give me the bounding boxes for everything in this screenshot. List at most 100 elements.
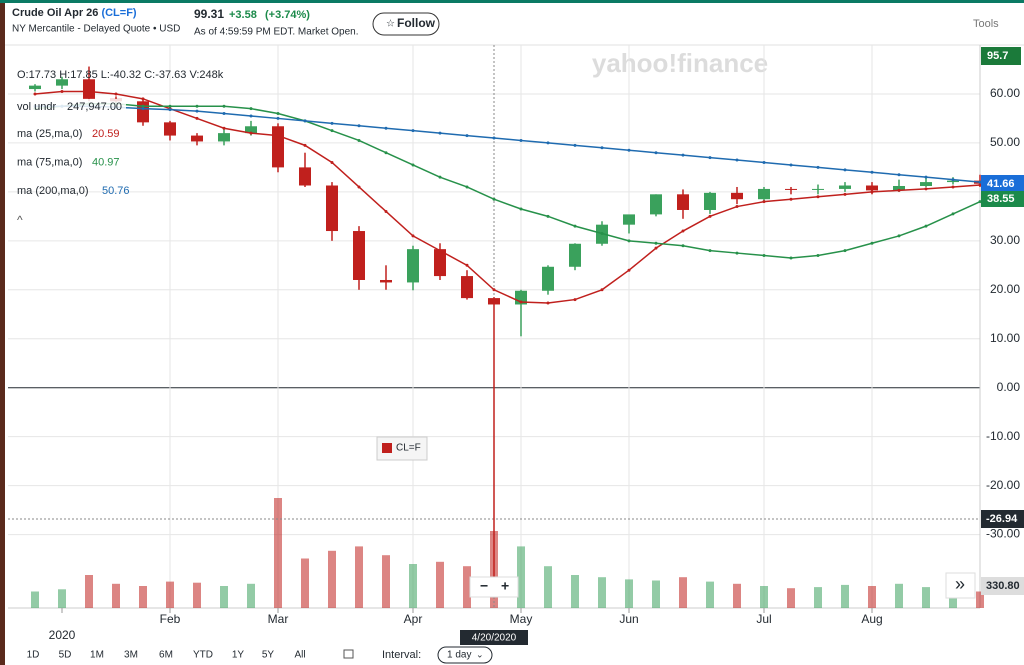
ma-point [978, 183, 982, 187]
range-button[interactable]: YTD [193, 650, 213, 661]
ma-point [357, 124, 361, 128]
range-button[interactable]: 1M [90, 650, 104, 661]
range-button[interactable]: All [294, 650, 305, 661]
range-button[interactable]: 1Y [232, 650, 245, 661]
ma-point [978, 200, 982, 204]
candle-body [29, 85, 41, 90]
volume-bar [112, 583, 120, 608]
legend-value: 40.97 [92, 156, 120, 168]
range-button[interactable]: 5D [59, 650, 72, 661]
top-bar [0, 0, 1024, 3]
ma-point [411, 129, 415, 133]
ma-point [330, 160, 334, 164]
ma-point [627, 148, 631, 152]
ma-point [519, 300, 523, 304]
volume-bar [220, 586, 228, 608]
exchange: NY Mercantile - Delayed Quote • USD [12, 24, 180, 35]
volume-bar [85, 575, 93, 608]
ma-point [978, 180, 982, 184]
ma-point [573, 143, 577, 147]
tools[interactable]: Tools [973, 18, 999, 30]
legend-name: ma (75,ma,0) [17, 156, 82, 168]
ma-point [789, 163, 793, 167]
ma-point [870, 241, 874, 245]
range-button[interactable]: 1D [27, 650, 40, 661]
zoom-controls: − + [469, 576, 519, 598]
zoom-out[interactable]: − [480, 578, 488, 594]
candle-body [812, 188, 824, 190]
ma-point [789, 256, 793, 260]
candle-body [218, 133, 230, 142]
follow-label[interactable]: Follow [397, 16, 436, 30]
tag-frame[interactable] [376, 436, 428, 461]
ma-point [600, 231, 604, 235]
ma-point [627, 239, 631, 243]
ticker[interactable]: (CL=F) [101, 7, 136, 19]
ma-point [141, 107, 145, 111]
range-button[interactable]: 5Y [262, 650, 275, 661]
ma-point [249, 107, 253, 111]
collapse[interactable]: ^ [17, 213, 23, 227]
plot: -30.00 -20.00 -10.00 0.00 10.00 20.00 30.00 40.… [8, 45, 1020, 645]
volume-bar [463, 566, 471, 608]
ma-point [168, 108, 172, 112]
ma-point [384, 209, 388, 213]
volume-bar [274, 498, 282, 608]
window-edge [0, 3, 5, 665]
ma-point [951, 212, 955, 216]
legend-name: vol undr [17, 101, 56, 113]
volume-bar [895, 583, 903, 608]
range-button[interactable]: 6M [159, 650, 173, 661]
ma-point [168, 104, 172, 108]
ma-point [762, 200, 766, 204]
price-tags: 95.7 41.66 38.55 -26.94 330.80 [981, 47, 1024, 595]
tag-label: CL=F [396, 443, 421, 454]
calendar[interactable] [343, 649, 354, 659]
more[interactable]: » [955, 574, 965, 594]
ma-point [654, 241, 658, 245]
ma-point [600, 146, 604, 150]
volume-bar [544, 566, 552, 608]
more-frame[interactable] [945, 572, 976, 599]
ma-point [465, 263, 469, 267]
ma-point [654, 246, 658, 250]
ma-point [357, 138, 361, 142]
volume-bar [760, 586, 768, 608]
follow-frame[interactable] [372, 12, 440, 36]
candle-body [83, 79, 95, 99]
candle-body [731, 192, 743, 200]
ma-point [789, 197, 793, 201]
interval[interactable]: 1 day [447, 650, 471, 661]
interval-frame[interactable] [437, 646, 493, 664]
ma-point [276, 116, 280, 120]
range-button[interactable]: 3M [124, 650, 138, 661]
ma-point [222, 126, 226, 130]
ma-point [222, 104, 226, 108]
change-pct: (+3.74%) [265, 9, 310, 21]
tag-bg [981, 577, 1024, 595]
x-tick-label: Aug [861, 612, 882, 626]
legend-name: ma (200,ma,0) [17, 185, 89, 197]
volume-bar [382, 555, 390, 608]
series-tag[interactable]: CL=F [376, 436, 428, 461]
follow-button[interactable]: ☆ Follow [372, 12, 440, 36]
date-tooltip: 4/20/2020 [472, 633, 517, 644]
x-tick-label: Mar [268, 612, 289, 626]
chevron: ⌄ [476, 649, 484, 659]
price-tag: 95.7 [987, 50, 1008, 62]
ma-point [87, 90, 91, 94]
y-tick-label: 20.00 [990, 282, 1020, 296]
ma-point [519, 207, 523, 211]
ma-point [681, 229, 685, 233]
y-tick-label: -10.00 [986, 429, 1020, 443]
ma-point [843, 249, 847, 253]
candle-body [542, 266, 554, 291]
ma-point [141, 97, 145, 101]
candle-body [56, 79, 68, 86]
ma-point [195, 109, 199, 113]
as-of: As of 4:59:59 PM EDT. Market Open. [194, 27, 359, 38]
zoom-in[interactable]: + [501, 578, 509, 594]
volume-bar [625, 579, 633, 608]
ma-point [600, 288, 604, 292]
